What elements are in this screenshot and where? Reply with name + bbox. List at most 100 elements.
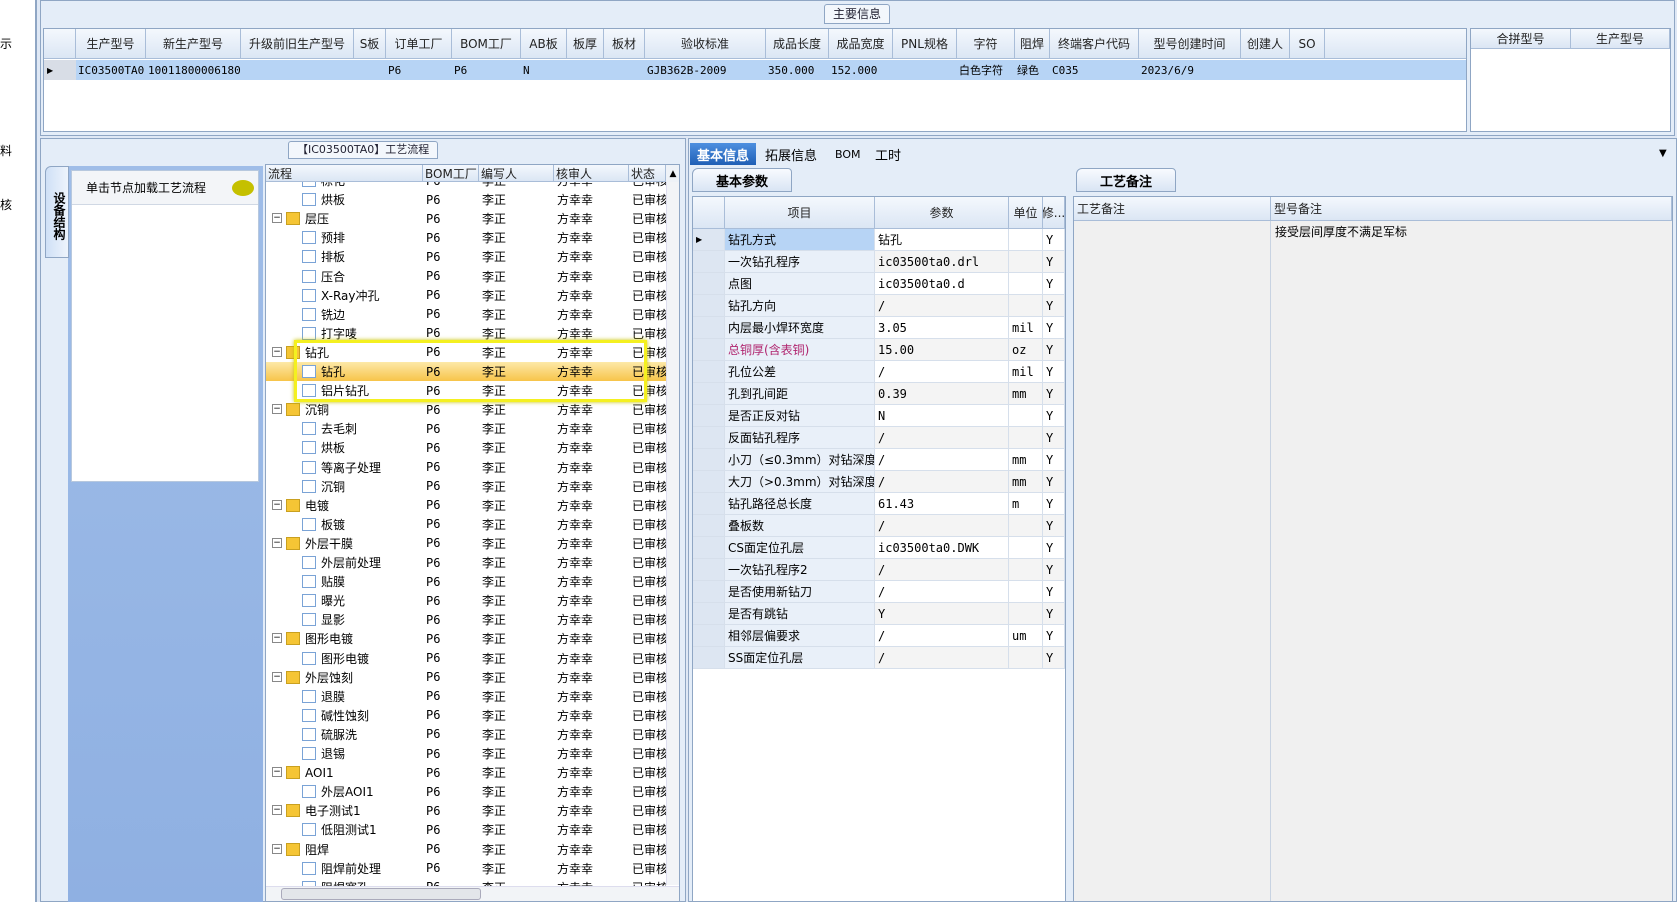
param-row[interactable]: 内层最小焊环宽度 3.05 mil Y [693,317,1065,339]
tree-row[interactable]: − 阻焊 P6 李正 方幸幸 已审核 [266,840,666,859]
tree-row[interactable]: 碱性蚀刻 P6 李正 方幸幸 已审核 [266,706,666,725]
column-header[interactable]: 验收标准 [645,29,766,59]
column-header[interactable]: 阻焊 [1015,29,1050,59]
tree-row[interactable]: − 外层干膜 P6 李正 方幸幸 已审核 [266,534,666,553]
collapse-icon[interactable]: − [272,671,282,682]
tree-row[interactable]: 等离子处理 P6 李正 方幸幸 已审核 [266,458,666,477]
column-header[interactable]: 字符 [957,29,1015,59]
collapse-icon[interactable]: − [272,843,282,854]
collapse-icon[interactable]: − [272,404,282,415]
param-row[interactable]: 大刀（>0.3mm）对钻深度 / mm Y [693,471,1065,493]
tree-row[interactable]: 退膜 P6 李正 方幸幸 已审核 [266,687,666,706]
param-row[interactable]: 相邻层偏要求 / um Y [693,625,1065,647]
param-row[interactable]: 反面钻孔程序 / Y [693,427,1065,449]
tree-row[interactable]: 沉铜 P6 李正 方幸幸 已审核 [266,477,666,496]
dropdown-arrow-icon[interactable]: ▼ [1659,148,1667,159]
column-header[interactable]: 创建人 [1241,29,1290,59]
param-value[interactable]: 0.39 [875,383,1009,405]
param-row[interactable]: 孔到孔间距 0.39 mm Y [693,383,1065,405]
column-header[interactable]: 升级前旧生产型号 [241,29,354,59]
column-header[interactable]: 终端客户代码 [1050,29,1139,59]
tree-row[interactable]: − 外层蚀刻 P6 李正 方幸幸 已审核 [266,668,666,687]
tree-row[interactable]: 打字唛 P6 李正 方幸幸 已审核 [266,324,666,343]
nav-item[interactable]: 料 [0,144,13,158]
process-notes-tab[interactable]: 工艺备注 [1076,168,1176,192]
param-row[interactable]: 小刀（≤0.3mm）对钻深度 / mm Y [693,449,1065,471]
param-value[interactable]: ic03500ta0.drl [875,251,1009,273]
tree-row[interactable]: − 层压 P6 李正 方幸幸 已审核 [266,209,666,228]
tree-row[interactable]: 外层AOI1 P6 李正 方幸幸 已审核 [266,782,666,801]
equipment-structure-tab[interactable]: 设备结构 [45,166,69,258]
tree-row[interactable]: 外层前处理 P6 李正 方幸幸 已审核 [266,553,666,572]
tree-row[interactable]: − AOI1 P6 李正 方幸幸 已审核 [266,763,666,782]
model-note-field[interactable]: 接受层间厚度不满足军标 [1275,225,1408,239]
param-value[interactable]: 钻孔 [875,229,1009,251]
column-header[interactable]: 生产型号 [1571,29,1670,49]
selected-row[interactable] [76,60,1466,80]
column-header[interactable]: SO [1290,29,1325,59]
column-header[interactable]: BOM工厂 [423,165,479,182]
basic-params-tab[interactable]: 基本参数 [692,168,792,192]
param-value[interactable]: 15.00 [875,339,1009,361]
param-value[interactable]: Y [875,603,1009,625]
tree-row[interactable]: 去毛刺 P6 李正 方幸幸 已审核 [266,419,666,438]
tree-row[interactable]: 铣边 P6 李正 方幸幸 已审核 [266,305,666,324]
param-row[interactable]: ▶ 钻孔方式 钻孔 Y [693,229,1065,251]
param-value[interactable]: / [875,471,1009,493]
column-header[interactable]: 编写人 [479,165,554,182]
param-value[interactable]: N [875,405,1009,427]
column-header[interactable]: 订单工厂 [386,29,452,59]
param-row[interactable]: 钻孔路径总长度 61.43 m Y [693,493,1065,515]
collapse-icon[interactable]: − [272,767,282,778]
param-value[interactable]: ic03500ta0.d [875,273,1009,295]
column-header[interactable]: 型号创建时间 [1139,29,1241,59]
tree-row[interactable]: − 电镀 P6 李正 方幸幸 已审核 [266,496,666,515]
column-header[interactable]: 板厚 [567,29,604,59]
param-row[interactable]: 孔位公差 / mil Y [693,361,1065,383]
scroll-up-icon[interactable]: ▲ [666,165,679,182]
column-header[interactable]: 单位 [1009,197,1043,229]
tree-row[interactable]: X-Ray冲孔 P6 李正 方幸幸 已审核 [266,286,666,305]
column-header[interactable]: 核审人 [554,165,629,182]
param-row[interactable]: CS面定位孔层 ic03500ta0.DWK Y [693,537,1065,559]
param-value[interactable]: ic03500ta0.DWK [875,537,1009,559]
param-value[interactable]: 61.43 [875,493,1009,515]
tree-row[interactable]: 硫脲洗 P6 李正 方幸幸 已审核 [266,725,666,744]
tree-row[interactable]: 图形电镀 P6 李正 方幸幸 已审核 [266,649,666,668]
tree-row[interactable]: 板镀 P6 李正 方幸幸 已审核 [266,515,666,534]
column-header[interactable]: 修... [1043,197,1065,229]
tree-row[interactable]: 显影 P6 李正 方幸幸 已审核 [266,610,666,629]
param-row[interactable]: 一次钻孔程序2/ Y [693,559,1065,581]
param-value[interactable]: / [875,581,1009,603]
column-header[interactable]: 成品宽度 [829,29,893,59]
tab-3[interactable]: 工时 [875,148,902,164]
tree-row[interactable]: 铝片钻孔 P6 李正 方幸幸 已审核 [266,381,666,400]
param-row[interactable]: 钻孔方向 / Y [693,295,1065,317]
column-header[interactable]: PNL规格 [893,29,957,59]
collapse-icon[interactable]: − [272,213,282,224]
column-header[interactable]: 新生产型号 [146,29,241,59]
column-header[interactable]: S板 [354,29,386,59]
param-row[interactable]: 是否正反对钻 N Y [693,405,1065,427]
collapse-icon[interactable]: − [272,346,282,357]
collapse-icon[interactable]: − [272,537,282,548]
param-row[interactable]: 叠板数 / Y [693,515,1065,537]
param-value[interactable]: / [875,449,1009,471]
param-value[interactable]: / [875,559,1009,581]
column-header[interactable]: 参数 [875,197,1009,229]
nav-item[interactable]: 示 [0,37,13,51]
param-value[interactable]: 3.05 [875,317,1009,339]
tree-row[interactable]: 阻焊前处理 P6 李正 方幸幸 已审核 [266,859,666,878]
column-header[interactable]: 状态 [629,165,666,182]
tree-row[interactable]: 排板 P6 李正 方幸幸 已审核 [266,247,666,266]
column-header[interactable]: 生产型号 [76,29,146,59]
tree-row[interactable]: 低阻测试1 P6 李正 方幸幸 已审核 [266,820,666,839]
column-header[interactable]: BOM工厂 [452,29,521,59]
param-row[interactable]: 点图 ic03500ta0.d Y [693,273,1065,295]
tree-row[interactable]: 烘板 P6 李正 方幸幸 已审核 [266,190,666,209]
tree-row[interactable]: 退锡 P6 李正 方幸幸 已审核 [266,744,666,763]
tree-row[interactable]: 预排 P6 李正 方幸幸 已审核 [266,228,666,247]
collapse-icon[interactable]: − [272,499,282,510]
param-value[interactable]: / [875,361,1009,383]
